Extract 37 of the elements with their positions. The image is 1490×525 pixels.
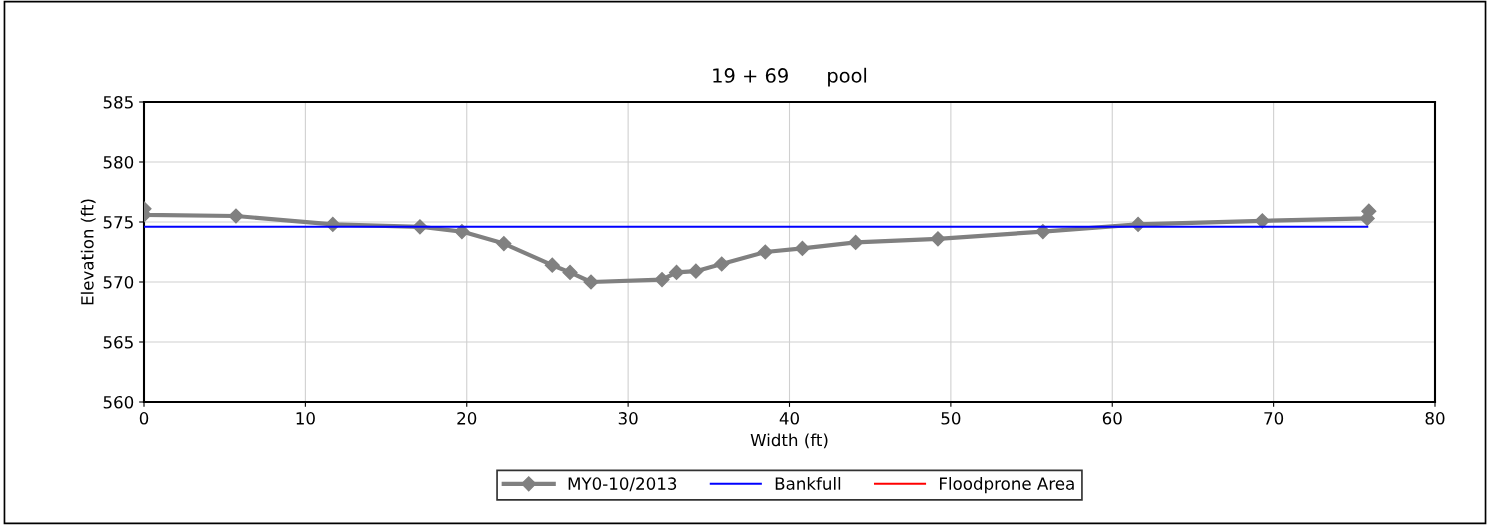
point <box>1254 213 1270 229</box>
legend-label: MY0-10/2013 <box>568 477 677 492</box>
point <box>848 234 864 250</box>
y-axis-title: Elevation (ft) <box>80 199 96 305</box>
legend-label: Bankfull <box>775 477 841 490</box>
point <box>794 240 810 256</box>
x-tick-label: 40 <box>779 412 799 425</box>
chart-title: 19 + 69 pool <box>713 67 867 87</box>
point <box>654 272 670 288</box>
legend-label: Floodprone Area <box>940 477 1074 494</box>
point <box>454 224 470 240</box>
point <box>544 257 560 273</box>
point <box>496 236 512 252</box>
point <box>1035 224 1051 240</box>
point <box>688 263 704 279</box>
y-tick-label: 565 <box>103 335 133 349</box>
x-tick-label: 0 <box>139 412 149 425</box>
point <box>930 231 946 247</box>
y-tick-label: 580 <box>103 155 134 169</box>
point <box>757 244 773 260</box>
y-tick-label: 585 <box>103 95 133 109</box>
x-tick-label: 70 <box>1264 412 1284 425</box>
x-tick-label: 30 <box>618 412 638 425</box>
y-tick-label: 575 <box>103 216 133 229</box>
x-tick-label: 80 <box>1425 412 1445 425</box>
point <box>668 264 685 280</box>
x-tick-label: 60 <box>1102 412 1122 425</box>
point <box>583 274 599 290</box>
point <box>228 208 244 224</box>
point <box>714 256 730 272</box>
x-tick-label: 20 <box>457 412 477 425</box>
y-tick-label: 560 <box>103 395 134 409</box>
point <box>562 264 578 280</box>
y-tick-label: 570 <box>103 275 134 289</box>
x-tick-label: 10 <box>296 412 315 425</box>
x-tick-label: 50 <box>941 412 961 425</box>
x-axis-title: Width (ft) <box>750 433 828 449</box>
